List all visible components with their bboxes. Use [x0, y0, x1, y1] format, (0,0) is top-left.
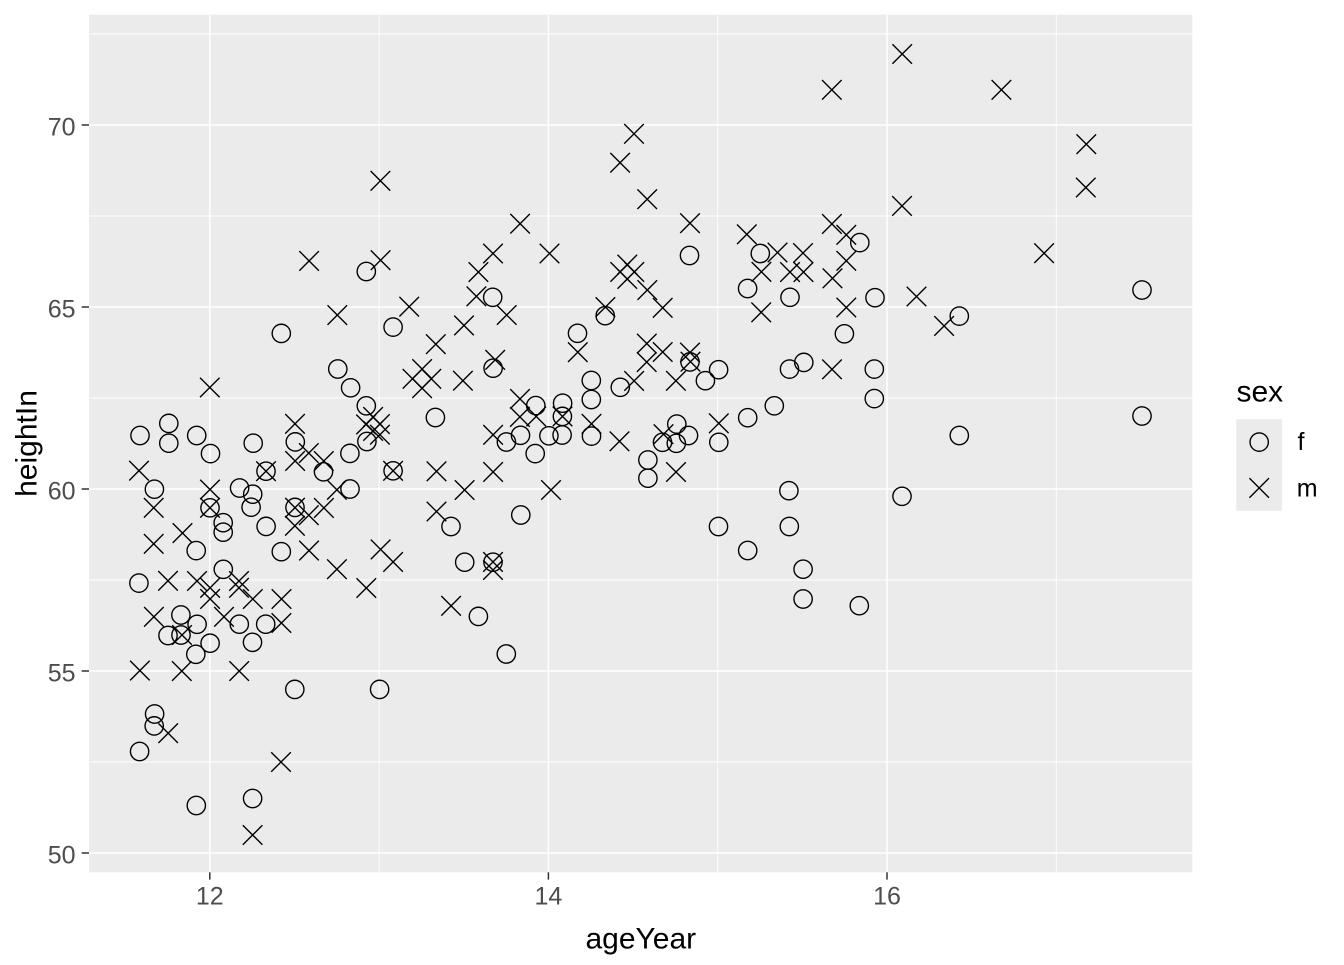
svg-text:sex: sex [1237, 376, 1284, 409]
svg-text:55: 55 [48, 659, 76, 687]
svg-text:ageYear: ageYear [585, 923, 696, 956]
svg-text:heightIn: heightIn [11, 390, 44, 497]
svg-text:16: 16 [873, 883, 901, 911]
svg-text:m: m [1297, 475, 1318, 503]
svg-text:65: 65 [48, 295, 76, 323]
svg-text:50: 50 [48, 841, 76, 869]
svg-text:60: 60 [48, 477, 76, 505]
svg-text:14: 14 [534, 883, 562, 911]
svg-text:12: 12 [196, 883, 224, 911]
svg-text:70: 70 [48, 113, 76, 141]
svg-text:f: f [1298, 428, 1305, 456]
